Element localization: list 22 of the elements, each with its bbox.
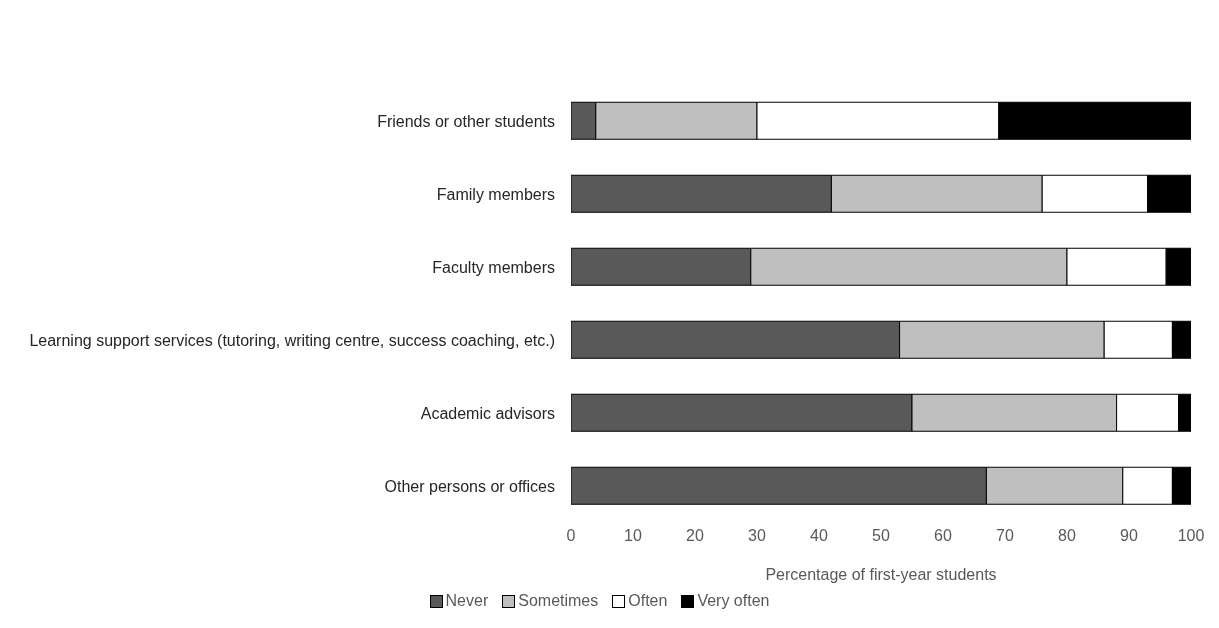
x-tick-label: 70 xyxy=(996,527,1014,545)
y-tick-label: Learning support services (tutoring, writing centre, success coaching, etc.) xyxy=(29,331,555,348)
x-tick-label: 90 xyxy=(1120,527,1138,545)
x-tick-label: 40 xyxy=(810,527,828,545)
legend-label: Very often xyxy=(696,592,770,610)
x-tick-label: 100 xyxy=(1177,527,1205,545)
legend-label: Never xyxy=(444,592,489,610)
x-tick-label: 80 xyxy=(1058,527,1076,545)
x-tick-label: 30 xyxy=(748,527,766,545)
legend-label: Sometimes xyxy=(517,592,599,610)
x-tick-label: 60 xyxy=(934,527,952,545)
x-tick-label: 20 xyxy=(686,527,704,545)
y-tick-label: Friends or other students xyxy=(377,112,555,129)
x-axis-title: Percentage of first-year students xyxy=(765,566,997,583)
y-tick-label: Other persons or offices xyxy=(384,477,555,494)
y-tick-label: Academic advisors xyxy=(420,404,555,421)
y-tick-label: Faculty members xyxy=(432,258,555,275)
y-tick-label: Family members xyxy=(436,185,555,202)
x-tick-label: 10 xyxy=(624,527,642,545)
x-tick-label: 0 xyxy=(566,527,576,545)
legend-label: Often xyxy=(627,592,668,610)
x-tick-label: 50 xyxy=(872,527,890,545)
